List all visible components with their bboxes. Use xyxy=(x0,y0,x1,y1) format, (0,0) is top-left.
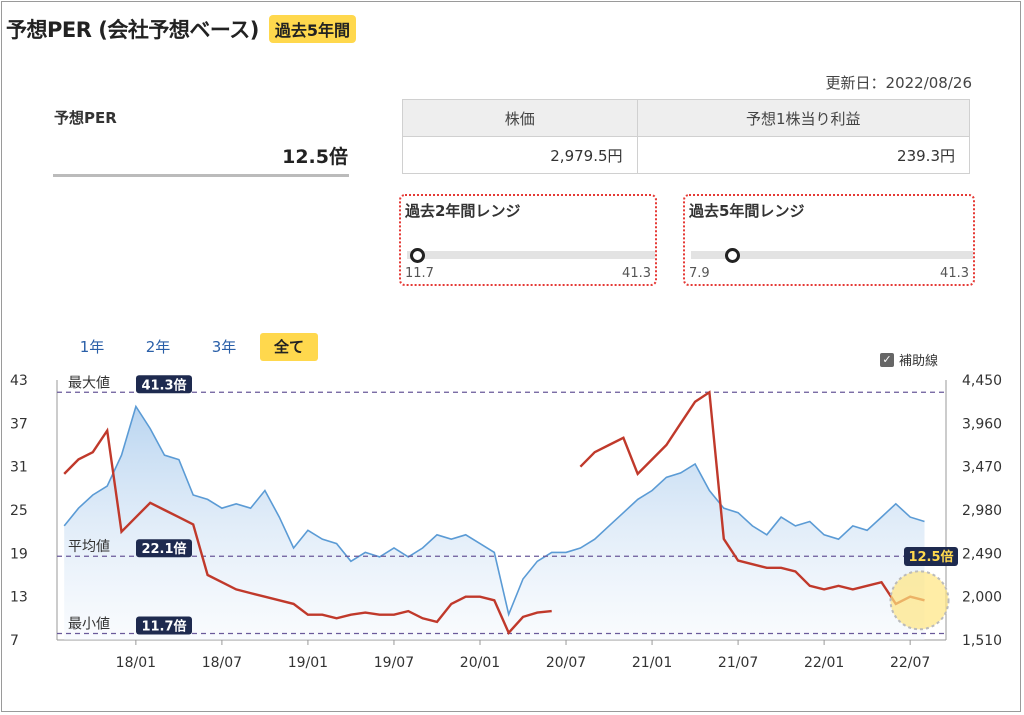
per-underline xyxy=(53,174,349,177)
y-right-tick-label: 3,960 xyxy=(962,416,1002,432)
period-badge: 過去5年間 xyxy=(268,15,357,43)
eps-header: 予想1株当り利益 xyxy=(636,99,971,137)
y-left-tick-label: 37 xyxy=(10,416,28,432)
reference-line-label: 最小値 xyxy=(68,617,110,633)
reference-tag-bg xyxy=(136,539,192,558)
y-right-tick-label: 2,490 xyxy=(962,546,1002,562)
reference-tag-bg xyxy=(136,616,192,635)
tab-2y[interactable]: 2年 xyxy=(145,338,171,356)
x-tick-label: 18/07 xyxy=(202,655,242,671)
per-label: 予想PER xyxy=(54,109,117,127)
x-tick-label: 20/01 xyxy=(460,655,500,671)
reference-tag-value: 41.3倍 xyxy=(141,377,186,393)
x-tick-label: 19/07 xyxy=(374,655,414,671)
reference-tag-value: 22.1倍 xyxy=(141,541,186,557)
y-left-tick-label: 43 xyxy=(10,373,28,389)
price-header: 株価 xyxy=(402,99,638,137)
y-right-tick-label: 3,470 xyxy=(962,460,1002,476)
aux-lines-toggle[interactable]: ✓ 補助線 xyxy=(880,350,938,369)
y-left-tick-label: 25 xyxy=(10,503,28,519)
y-right-tick-label: 2,980 xyxy=(962,503,1002,519)
y-right-tick-label: 2,000 xyxy=(962,590,1002,606)
price-series-line xyxy=(63,404,925,618)
range-5y-title: 過去5年間レンジ xyxy=(689,202,805,220)
current-highlight xyxy=(889,570,950,631)
y-right-tick-label: 1,510 xyxy=(962,633,1002,649)
range-5y: 過去5年間レンジ 7.9 41.3 xyxy=(683,194,975,286)
y-right-tick-label: 4,450 xyxy=(962,373,1002,389)
reference-line-label: 平均値 xyxy=(68,539,110,555)
price-area xyxy=(64,406,925,640)
header: 予想PER (会社予想ベース) 過去5年間 xyxy=(6,14,357,44)
reference-line-label: 最大値 xyxy=(68,375,110,391)
range-5y-min: 7.9 xyxy=(689,266,710,281)
y-left-tick-label: 7 xyxy=(10,633,19,649)
checkbox-icon[interactable]: ✓ xyxy=(880,352,894,367)
range-5y-max: 41.3 xyxy=(940,266,969,281)
y-left-tick-label: 19 xyxy=(10,546,28,562)
reference-tag-bg xyxy=(136,375,192,394)
x-tick-label: 22/07 xyxy=(890,655,930,671)
aux-lines-label: 補助線 xyxy=(899,354,939,369)
range-5y-marker xyxy=(725,248,740,263)
range-2y-track xyxy=(407,251,655,259)
stats-table: 株価 予想1株当り利益 2,979.5円 239.3円 xyxy=(402,99,971,174)
current-tag-bg xyxy=(904,547,958,566)
page-title: 予想PER (会社予想ベース) xyxy=(6,18,259,42)
x-tick-label: 22/01 xyxy=(804,655,844,671)
tab-all[interactable]: 全て xyxy=(260,333,318,361)
x-tick-label: 18/01 xyxy=(116,655,156,671)
range-2y-min: 11.7 xyxy=(405,266,434,281)
per-series-line xyxy=(579,390,925,606)
x-tick-label: 21/07 xyxy=(718,655,758,671)
tab-3y[interactable]: 3年 xyxy=(211,338,237,356)
range-2y-title: 過去2年間レンジ xyxy=(405,202,521,220)
reference-tag-value: 11.7倍 xyxy=(141,619,186,635)
y-left-tick-label: 31 xyxy=(10,460,28,476)
range-2y-max: 41.3 xyxy=(622,266,651,281)
price-value: 2,979.5円 xyxy=(402,136,638,174)
x-tick-label: 19/01 xyxy=(288,655,328,671)
x-tick-label: 20/07 xyxy=(546,655,586,671)
tab-1y[interactable]: 1年 xyxy=(79,338,105,356)
range-2y: 過去2年間レンジ 11.7 41.3 xyxy=(399,194,657,286)
range-2y-marker xyxy=(409,248,425,263)
x-tick-label: 21/01 xyxy=(632,655,672,671)
y-left-tick-label: 13 xyxy=(10,590,28,606)
range-5y-track xyxy=(691,251,973,259)
per-value: 12.5倍 xyxy=(282,146,348,168)
per-series-line xyxy=(63,427,552,635)
updated-date: 更新日：2022/08/26 xyxy=(825,74,972,92)
eps-value: 239.3円 xyxy=(636,136,971,174)
current-tag-value: 12.5倍 xyxy=(908,549,953,565)
